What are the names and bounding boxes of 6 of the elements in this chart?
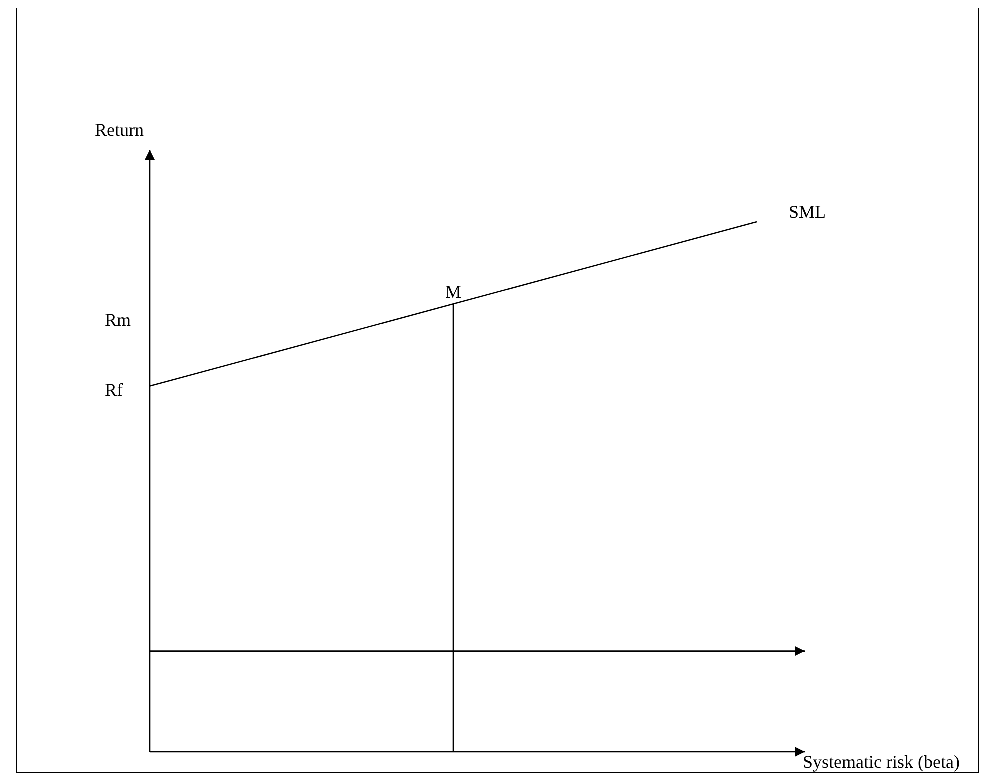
series-label: SML	[789, 202, 826, 222]
annotation: M	[445, 282, 462, 302]
y-axis-title: Return	[95, 120, 144, 140]
text: Rf	[105, 380, 124, 400]
text: Rm	[105, 310, 132, 330]
x-axis-title: Systematic risk (beta)	[803, 752, 960, 772]
